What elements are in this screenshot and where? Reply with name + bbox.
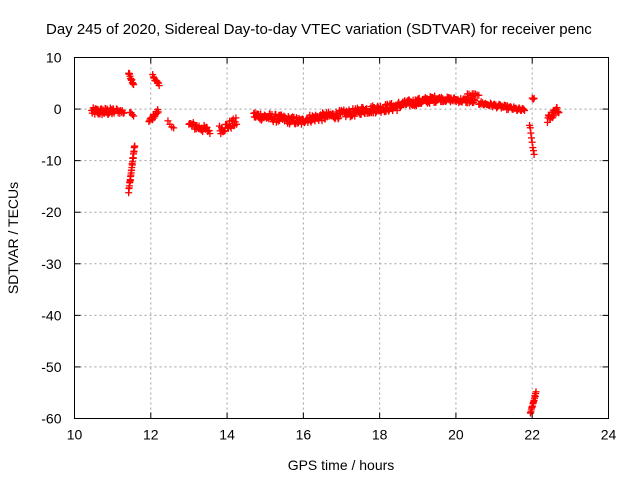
x-tick-label: 10 [67, 427, 83, 443]
y-tick-label: -10 [41, 153, 61, 169]
data-point [521, 107, 529, 115]
data-point [130, 112, 138, 120]
data-point [131, 142, 139, 150]
data-point [154, 108, 162, 116]
data-point [149, 73, 157, 81]
y-tick-label: -40 [41, 307, 61, 323]
data-point [528, 138, 536, 146]
data-point [532, 388, 540, 396]
y-tick-label: -30 [41, 256, 61, 272]
data-point [426, 99, 434, 107]
y-tick-label: 10 [46, 50, 62, 66]
data-point [351, 112, 359, 120]
data-point [150, 114, 158, 122]
data-points [88, 69, 563, 417]
x-tick-label: 18 [372, 427, 388, 443]
data-point [475, 91, 483, 99]
data-point [529, 144, 537, 152]
data-point [206, 130, 214, 138]
data-point [529, 147, 537, 155]
data-point [170, 124, 178, 132]
chart-title: Day 245 of 2020, Sidereal Day-to-day VTE… [46, 21, 592, 38]
x-axis-label: GPS time / hours [288, 457, 395, 473]
data-point [555, 108, 563, 116]
axis-ticks: 10 12 14 16 18 20 22 24 10 0 -10 -20 -30 -40 -50 -60 [41, 50, 616, 443]
data-point [128, 111, 136, 119]
y-tick-label: -20 [41, 204, 61, 220]
data-point [232, 114, 240, 122]
data-point [155, 82, 163, 90]
data-point [274, 117, 282, 125]
data-point [153, 109, 161, 117]
data-point [530, 94, 538, 102]
data-point [335, 114, 343, 122]
data-point [130, 81, 138, 89]
data-point [471, 96, 479, 104]
data-point [528, 134, 536, 142]
data-point [526, 124, 534, 132]
data-point [228, 117, 236, 125]
x-tick-label: 16 [296, 427, 312, 443]
data-point [529, 95, 537, 103]
x-tick-label: 24 [601, 427, 617, 443]
y-tick-label: 0 [54, 101, 62, 117]
x-tick-label: 20 [448, 427, 464, 443]
plot-frame [74, 57, 609, 419]
data-point [233, 120, 241, 128]
data-point [472, 90, 480, 98]
x-tick-label: 14 [219, 427, 235, 443]
data-point [520, 106, 528, 114]
y-axis-label: SDTVAR / TECUs [5, 182, 21, 294]
y-tick-label: -50 [41, 359, 61, 375]
x-tick-label: 22 [524, 427, 540, 443]
y-tick-label: -60 [41, 411, 61, 427]
x-tick-label: 12 [143, 427, 159, 443]
data-point [527, 129, 535, 137]
data-point [530, 150, 538, 158]
